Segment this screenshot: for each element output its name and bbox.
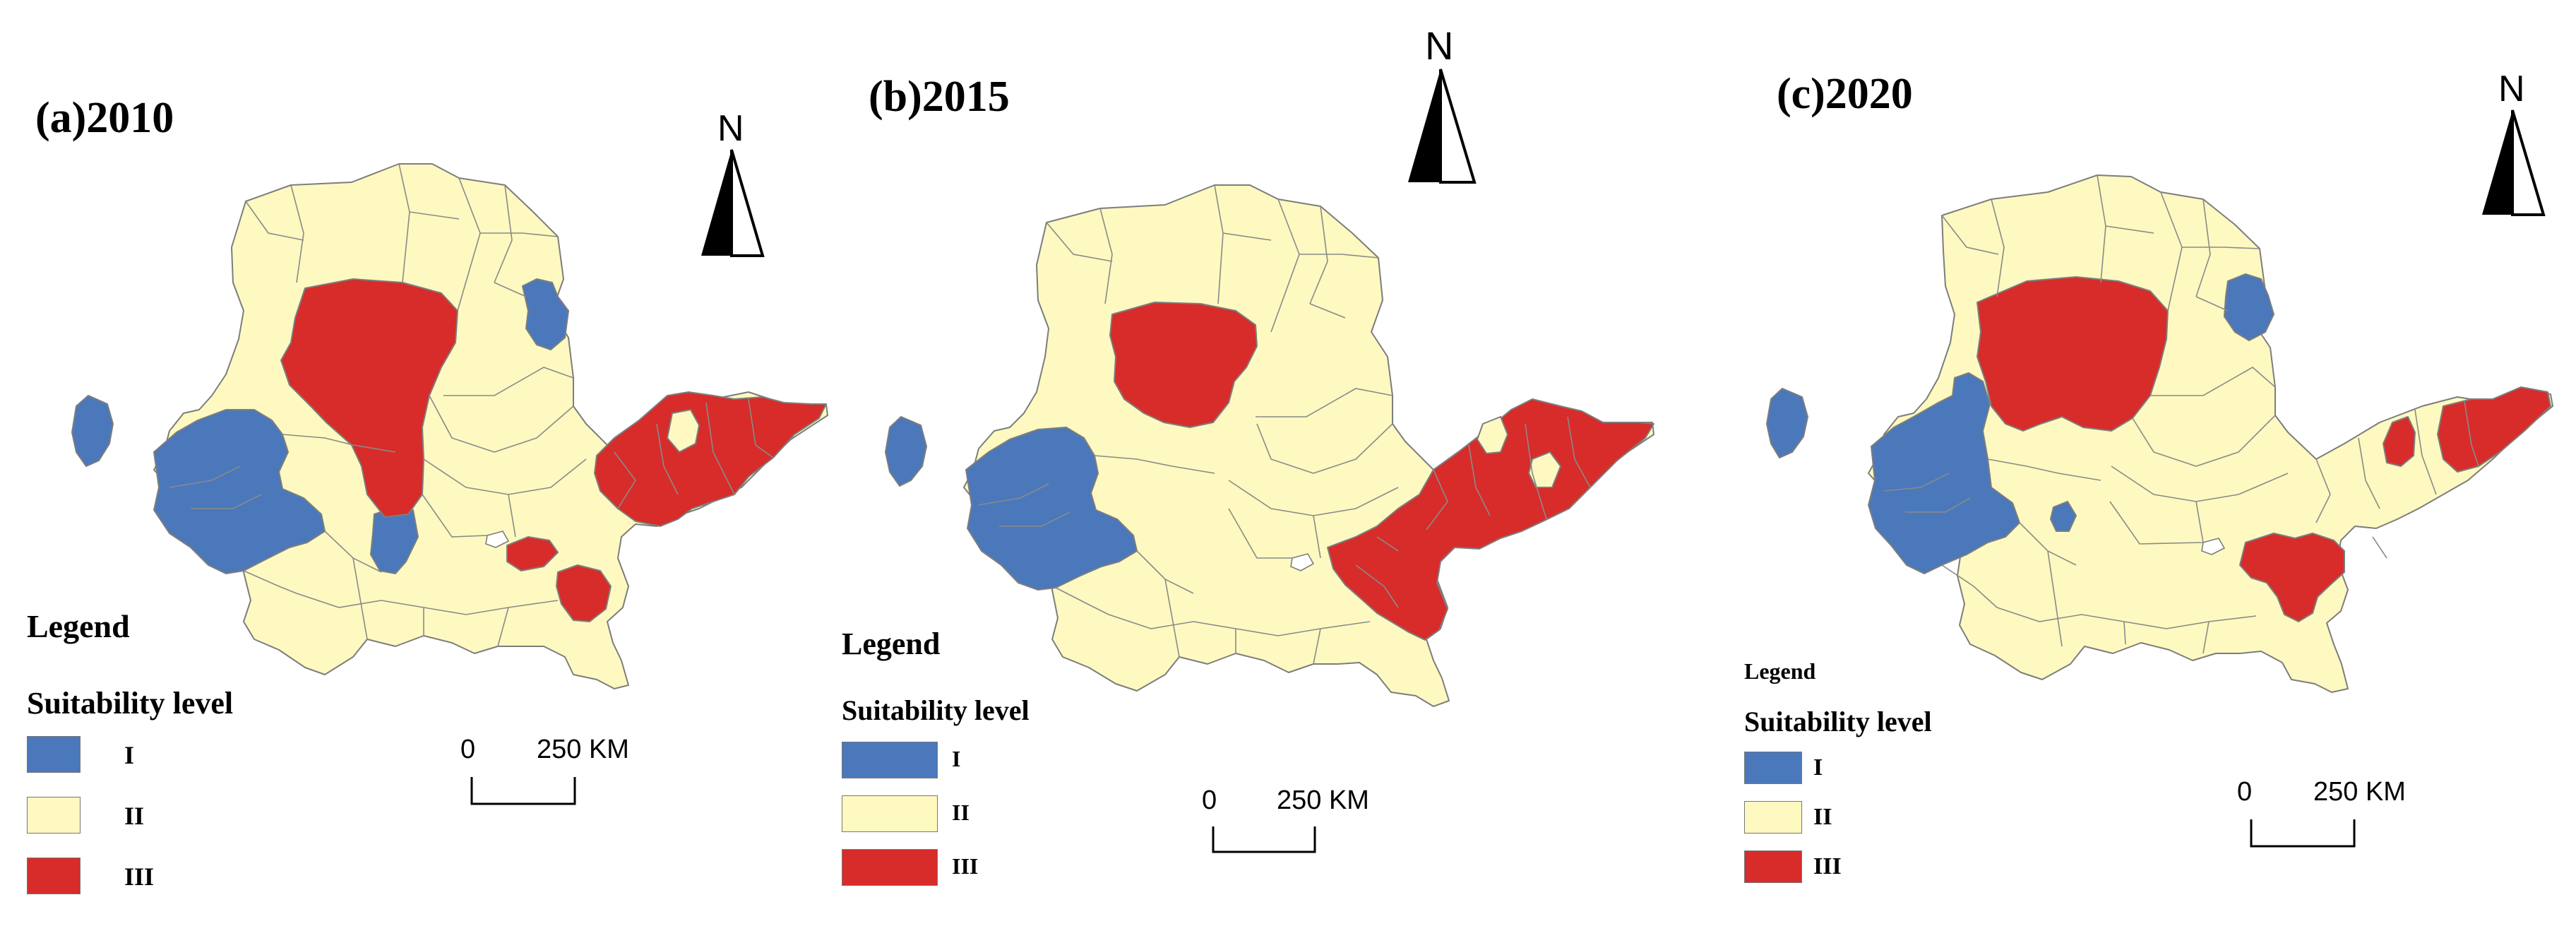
map-panel-2010: (a)2010 N Legend Sui [0, 0, 833, 931]
county-boundaries [1883, 174, 2479, 654]
county-boundaries [977, 184, 1591, 665]
north-arrow-icon [2482, 109, 2546, 216]
suitability-map [71, 163, 828, 689]
scale-bar-line [2250, 819, 2356, 848]
region-level-III-small [506, 536, 559, 571]
legend-swatch-I [27, 736, 80, 773]
legend-subtitle: Suitability level [27, 686, 234, 721]
legend-swatch-I [1744, 752, 1802, 784]
lake [2201, 538, 2226, 555]
legend-label-III: III [1813, 853, 1842, 879]
panel-title: (c)2020 [1777, 70, 1913, 118]
region-level-I-west [1868, 372, 2020, 574]
legend: Legend Suitability level I II III [1744, 658, 2097, 913]
legend-title: Legend [1744, 658, 1816, 684]
suitability-map [885, 184, 1654, 707]
region-level-III-south [556, 564, 612, 622]
scale-distance: 250 KM [2313, 777, 2406, 807]
legend: Legend Suitability level I II III [27, 607, 380, 918]
scale-bar: 0 250 KM [1200, 785, 1412, 856]
panel-title: (b)2015 [869, 73, 1010, 121]
legend-label-I: I [124, 741, 135, 769]
scale-bar-line [470, 777, 576, 805]
lake [1290, 553, 1315, 571]
north-arrow: N [2479, 68, 2549, 220]
map-panel-2020: (c)2020 N Legend Suitability level I II … [1709, 0, 2576, 931]
legend-swatch-III [1744, 850, 1802, 883]
region-level-II-enclave [667, 409, 700, 453]
scale-distance: 250 KM [537, 735, 629, 764]
scale-bar-line [1212, 826, 1316, 853]
legend-title: Legend [27, 608, 130, 644]
lake [485, 530, 510, 548]
north-arrow-icon [701, 149, 765, 257]
region-level-I-island [71, 395, 114, 467]
scale-bar: 0 250 KM [2236, 777, 2447, 848]
map-panel-2015: (b)2015 N Legend Suitability level I II … [833, 0, 1695, 931]
region-level-I-island [1766, 388, 1808, 458]
region-level-I-west [153, 409, 326, 574]
region-level-I-west [965, 427, 1138, 591]
county-boundaries [169, 163, 774, 647]
region-level-III-central [1976, 276, 2169, 432]
legend-label-II: II [1813, 804, 1832, 830]
legend-swatch-II [842, 795, 938, 832]
legend-swatch-I [842, 742, 938, 778]
suitability-map [1766, 174, 2553, 693]
region-level-I-south [2050, 501, 2077, 532]
scale-zero: 0 [460, 735, 476, 764]
region-level-III-north [1109, 302, 1258, 428]
region-level-III-east [1327, 398, 1654, 641]
legend-subtitle: Suitability level [842, 694, 1030, 726]
region-level-III-central [280, 278, 458, 518]
region-level-III-east [594, 391, 827, 527]
north-letter: N [1425, 23, 1454, 68]
north-arrow: N [1404, 23, 1481, 189]
legend-subtitle: Suitability level [1744, 706, 1932, 737]
north-arrow: N [698, 107, 768, 263]
scale-zero: 0 [2237, 777, 2253, 807]
north-letter: N [2498, 69, 2525, 109]
legend-swatch-II [27, 797, 80, 834]
legend-label-II: II [952, 800, 970, 825]
north-arrow-icon [1408, 69, 1477, 184]
scale-zero: 0 [1202, 785, 1217, 815]
region-level-II-enclave [1528, 451, 1561, 488]
region-level-I-northeast [522, 278, 569, 350]
legend-label-III: III [952, 853, 979, 879]
legend-label-I: I [952, 746, 961, 771]
legend-label-III: III [124, 862, 155, 891]
region-level-III-mid [2383, 416, 2416, 467]
region-level-II-enclave [1477, 416, 1508, 454]
legend-label-II: II [124, 802, 145, 830]
panel-title: (a)2010 [35, 94, 174, 142]
legend-title: Legend [842, 627, 941, 661]
legend: Legend Suitability level I II III [842, 626, 1195, 923]
scale-bar: 0 250 KM [459, 735, 671, 805]
legend-label-I: I [1813, 754, 1823, 781]
region-level-I-island [885, 416, 927, 487]
legend-swatch-III [842, 849, 938, 886]
region-level-III-south [2239, 533, 2345, 622]
legend-swatch-II [1744, 801, 1802, 834]
scale-distance: 250 KM [1277, 785, 1369, 815]
legend-swatch-III [27, 858, 80, 894]
north-letter: N [717, 108, 744, 149]
